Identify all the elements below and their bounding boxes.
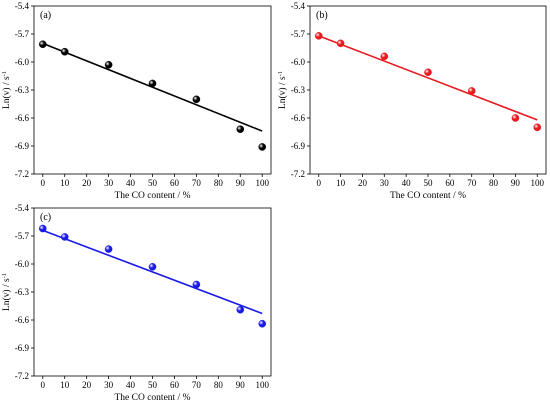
x-tick-label: 100 (531, 178, 545, 188)
chart-panel-3: 0 10 20 30 40 50 60 70 80 90 100 -5.4 -5.7 -6.0 -6.3 -6… (1, 203, 272, 403)
x-tick-label: 0 (41, 380, 46, 390)
x-tick-label: 90 (236, 178, 246, 188)
x-tick-label: 10 (60, 178, 70, 188)
x-tick-label: 40 (126, 178, 136, 188)
y-tick-label: -6.6 (291, 113, 306, 123)
plot-frame (33, 207, 272, 377)
x-tick-label: 40 (126, 380, 136, 390)
x-tick-label: 70 (192, 178, 202, 188)
fit-line (42, 229, 263, 315)
x-tick-label: 30 (104, 380, 114, 390)
data-point (236, 305, 245, 314)
x-tick-label: 90 (236, 380, 246, 390)
data-point (258, 143, 267, 151)
x-tick-label: 40 (402, 178, 412, 188)
x-tick-label: 0 (316, 178, 321, 188)
data-point (380, 52, 389, 61)
x-axis-label: The CO content / % (115, 393, 191, 403)
data-point (511, 114, 520, 122)
y-axis-label: Ln(v) / s-1 (277, 71, 288, 109)
y-tick-label: -6.3 (15, 287, 30, 297)
panel-label: (a) (40, 10, 51, 21)
x-tick-label: 70 (467, 178, 477, 188)
data-point (533, 123, 542, 132)
x-tick-label: 80 (214, 178, 224, 188)
y-tick-label: -6.6 (15, 113, 30, 123)
x-tick-label: 50 (148, 178, 158, 188)
x-tick-label: 60 (445, 178, 455, 188)
data-point (104, 61, 113, 69)
data-point (336, 39, 345, 48)
panel-label: (c) (40, 212, 51, 223)
y-tick-label: -5.7 (15, 29, 30, 39)
x-tick-label: 90 (511, 178, 521, 188)
x-tick-label: 60 (170, 380, 180, 390)
data-point (236, 125, 245, 133)
panel-label: (b) (316, 10, 328, 21)
data-point (314, 32, 323, 40)
x-tick-label: 10 (336, 178, 346, 188)
x-tick-label: 70 (192, 380, 202, 390)
y-axis-label-superscript: -1 (1, 71, 8, 76)
x-tick-label: 80 (214, 380, 224, 390)
x-tick-label: 20 (82, 380, 92, 390)
x-tick-label: 20 (82, 178, 92, 188)
x-axis-label: The CO content / % (390, 191, 466, 201)
data-point (38, 40, 47, 49)
y-tick-label: -5.4 (15, 203, 30, 213)
chart-panel-1: 0 10 20 30 40 50 60 70 80 90 100 -5.4 -5.7 -6.0 -6.3 -6… (1, 1, 272, 201)
x-tick-label: 60 (170, 178, 180, 188)
x-tick-label: 100 (255, 380, 269, 390)
data-point (104, 245, 113, 253)
fit-line (318, 35, 538, 121)
x-tick-label: 20 (358, 178, 368, 188)
x-tick-label: 80 (489, 178, 499, 188)
x-tick-label: 30 (104, 178, 114, 188)
y-tick-label: -5.7 (15, 231, 30, 241)
x-tick-label: 100 (255, 178, 269, 188)
data-point (258, 319, 267, 328)
y-tick-label: -6.9 (291, 141, 306, 151)
plot-frame (309, 5, 547, 175)
y-axis-label-superscript: -1 (277, 71, 284, 76)
x-axis-label: The CO content / % (115, 191, 191, 201)
y-axis-label: Ln(v) / s-1 (1, 273, 12, 311)
y-tick-label: -5.4 (291, 1, 306, 11)
data-point (148, 79, 157, 88)
y-tick-label: -7.2 (291, 169, 305, 179)
y-axis-label-superscript: -1 (1, 273, 8, 278)
data-point (60, 47, 69, 56)
y-tick-label: -6.0 (15, 259, 30, 269)
y-tick-label: -7.2 (15, 371, 29, 381)
chart-panel-2: 0 10 20 30 40 50 60 70 80 90 100 -5.4 -5.7 -6.0 -6.3 -6… (277, 1, 547, 201)
y-tick-label: -6.9 (15, 343, 30, 353)
x-tick-label: 50 (148, 380, 158, 390)
data-point (38, 224, 47, 233)
y-tick-label: -6.6 (15, 315, 30, 325)
y-tick-label: -6.3 (15, 85, 30, 95)
y-tick-label: -6.0 (291, 57, 306, 67)
x-tick-label: 50 (424, 178, 434, 188)
y-axis-label: Ln(v) / s-1 (1, 71, 12, 109)
y-tick-label: -6.9 (15, 141, 30, 151)
plot-frame (33, 5, 272, 175)
y-tick-label: -5.4 (15, 1, 30, 11)
data-point (192, 280, 201, 289)
y-tick-label: -5.7 (291, 29, 306, 39)
x-tick-label: 30 (380, 178, 390, 188)
data-point (148, 262, 157, 271)
x-tick-label: 0 (41, 178, 46, 188)
x-tick-label: 10 (60, 380, 70, 390)
y-tick-label: -6.0 (15, 57, 30, 67)
data-point (60, 233, 69, 241)
y-tick-label: -6.3 (291, 85, 306, 95)
data-point (192, 95, 201, 104)
y-tick-label: -7.2 (15, 169, 29, 179)
data-point (424, 68, 432, 77)
data-point (467, 87, 476, 95)
